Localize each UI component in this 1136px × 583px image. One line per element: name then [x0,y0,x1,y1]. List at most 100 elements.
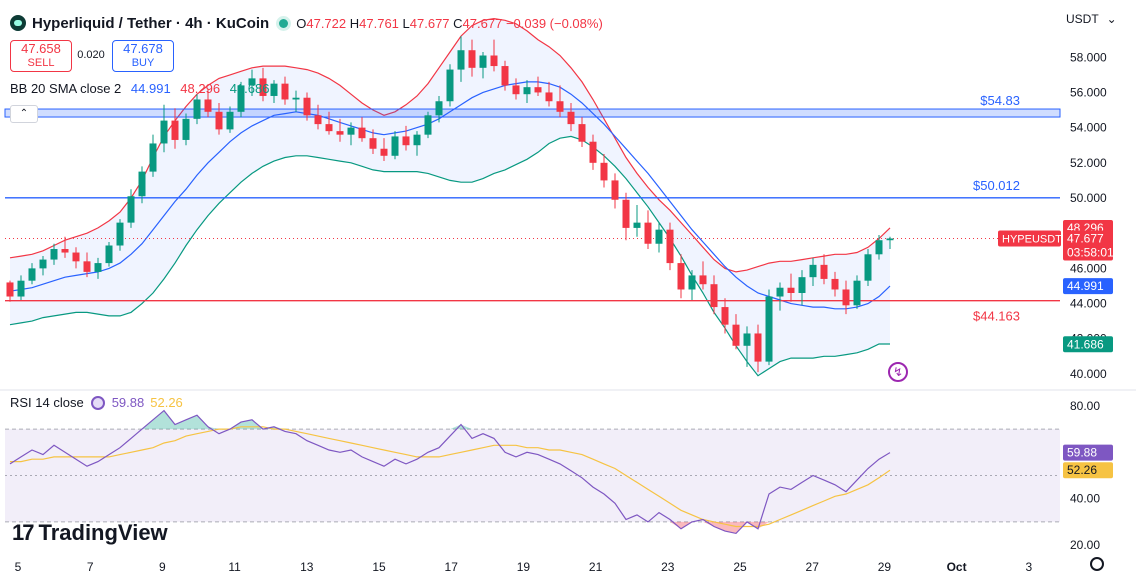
candle [369,138,377,149]
candle [853,280,861,306]
bar-countdown: 03:58:01 [1067,245,1114,259]
candle [556,101,564,112]
price-tick-label: 50.000 [1070,191,1107,205]
sell-button[interactable]: 47.658 SELL [10,40,72,72]
price-tag: 44.991 [1067,279,1104,293]
price-tick-label: 46.000 [1070,261,1107,275]
bb-name: BB 20 SMA close 2 [10,81,122,96]
buy-price: 47.678 [123,41,163,56]
rsi-ma-tag: 52.26 [1067,463,1097,477]
time-tick-label: 27 [806,560,820,574]
candle [644,222,652,244]
candle [402,136,410,146]
candle [677,263,685,290]
bollinger-legend[interactable]: BB 20 SMA close 2 44.991 48.296 41.686 [10,81,269,96]
rsi-tick-label: 80.00 [1070,399,1100,413]
price-levels: $54.83 $50.012 $44.163 [4,93,1061,324]
candle [743,333,751,346]
candle [732,324,740,346]
candle [446,69,454,102]
tradingview-logo: 17 TradingView [12,520,168,546]
candle [325,124,333,132]
currency-select[interactable]: USDT [1066,12,1117,26]
candle [809,264,817,278]
symbol-title[interactable]: Hyperliquid / Tether · 4h · KuCoin [32,14,270,32]
price-tick-label: 40.000 [1070,367,1107,381]
buy-button[interactable]: 47.678 BUY [112,40,174,72]
candle [864,254,872,281]
price-tag-bg [1063,336,1113,353]
candle [237,85,245,112]
bb-basis-line [9,81,891,310]
candle [655,229,663,244]
gear-icon[interactable] [1090,557,1104,571]
candle [578,124,586,142]
rsi-pane [5,409,1060,535]
candle [710,284,718,308]
price-tag-bg [1063,278,1113,295]
candle [50,249,58,260]
candle [226,111,234,130]
candle [754,333,762,362]
candle [292,97,300,100]
rsi-ma-value: 52.26 [150,395,183,410]
candle [171,120,179,140]
rsi-value: 59.88 [111,395,145,410]
candle [149,143,157,172]
candle [127,196,135,223]
candle [83,261,91,272]
bb-lower-value: 41.686 [229,81,270,96]
candle [501,66,509,86]
rsi-tag: 59.88 [1067,446,1097,460]
candle [72,252,80,262]
candle [567,111,575,125]
candle [699,275,707,285]
price-tick-label: 56.000 [1070,85,1107,99]
rsi-name: RSI 14 close [10,395,84,410]
candle [391,136,399,156]
current-price-tag-bg [1063,230,1113,261]
chevron-up-icon[interactable]: ⌃ [10,105,38,123]
candle [820,264,828,279]
rsi-tag-bg [1063,444,1113,461]
candle [842,289,850,306]
symbol-tag: HYPEUSDT [1002,233,1062,245]
market-open-icon [279,18,289,28]
time-axis: 5 7 9 11 13 15 17 19 21 23 25 27 29 Oct 3 [15,560,1033,574]
price-tick-label: 52.000 [1070,156,1107,170]
rsi-legend[interactable]: RSI 14 close 59.88 52.26 [10,395,183,410]
time-tick-label: 3 [1025,560,1032,574]
price-tick-label: 44.000 [1070,297,1107,311]
candle [611,180,619,200]
time-tick-label: 21 [589,560,603,574]
candle [138,171,146,197]
price-tick-label: 54.000 [1070,121,1107,135]
candle [721,307,729,325]
lightning-icon[interactable]: ↯ [888,362,908,382]
time-tick-label: Oct [947,560,967,574]
bb-basis-value: 44.991 [130,81,171,96]
candle [336,131,344,135]
rsi-tick-label: 20.00 [1070,538,1100,552]
rsi-ma-tag-bg [1063,462,1113,479]
candle [6,282,14,297]
time-tick-label: 9 [159,560,166,574]
candle [490,55,498,67]
candle [622,199,630,228]
current-price-tag: 47.677 [1067,231,1104,245]
candle [666,229,674,264]
sell-price: 47.658 [21,41,61,56]
candle [545,92,553,102]
time-tick-label: 19 [517,560,531,574]
candle [248,78,256,86]
candle [787,287,795,293]
hyperliquid-logo-icon [10,15,26,31]
candle [281,83,289,100]
time-tick-label: 11 [228,560,241,574]
candle [435,101,443,116]
time-tick-label: 17 [445,560,459,574]
candle [17,280,25,297]
tradingview-wordmark: TradingView [38,520,168,545]
candle [512,85,520,95]
